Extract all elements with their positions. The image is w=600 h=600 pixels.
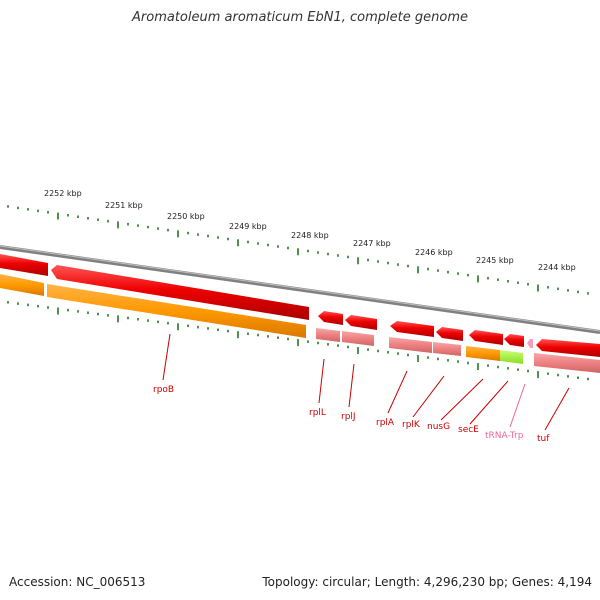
gene-feature-trna-trp[interactable] <box>500 350 523 364</box>
gene-label-rpll[interactable]: rplL <box>309 408 326 418</box>
label-leaders <box>162 333 570 431</box>
leader-line <box>440 378 484 421</box>
gene-feature-rplj[interactable] <box>342 331 374 346</box>
scale-label: 2248 kbp <box>291 231 329 240</box>
gene-feature-nusg[interactable] <box>466 346 500 361</box>
leader-line <box>348 363 355 408</box>
cds-feature-tuf[interactable] <box>536 339 600 357</box>
gene-feature-rpob-left[interactable] <box>0 274 44 296</box>
trna-feature-trp[interactable] <box>527 339 533 348</box>
upper-tick-scale <box>7 205 589 295</box>
cds-feature-rplk[interactable] <box>436 327 463 341</box>
leader-line <box>509 383 526 428</box>
gene-label-nusg[interactable]: nusG <box>427 422 450 432</box>
lower-tick-scale <box>7 301 589 381</box>
leader-line <box>387 370 408 414</box>
map-title: Aromatoleum aromaticum EbN1, complete ge… <box>132 10 468 25</box>
cds-track <box>0 254 600 357</box>
scale-label: 2247 kbp <box>353 239 391 248</box>
gene-label-sece[interactable]: secE <box>458 425 479 435</box>
gene-feature-rpla[interactable] <box>389 337 432 353</box>
cds-feature-nusg[interactable] <box>469 330 503 345</box>
gene-feature-rpll[interactable] <box>316 328 340 342</box>
leader-line <box>318 358 325 404</box>
cds-feature-rpla[interactable] <box>390 321 434 337</box>
gene-label-rplj[interactable]: rplJ <box>341 412 356 422</box>
cds-feature-rplj[interactable] <box>345 315 377 330</box>
leader-line <box>412 375 445 418</box>
genome-backbone <box>0 245 600 334</box>
scale-label: 2249 kbp <box>229 222 267 231</box>
cds-feature-rpob[interactable] <box>51 265 309 320</box>
genome-summary-text: Topology: circular; Length: 4,296,230 bp… <box>262 575 592 589</box>
gene-label-tuf[interactable]: tuf <box>537 434 550 444</box>
cds-feature-rpob-left[interactable] <box>0 254 48 276</box>
scale-labels: 2252 kbp 2251 kbp 2250 kbp 2249 kbp 2248… <box>44 189 576 272</box>
genome-backbone-highlight <box>0 245 600 332</box>
scale-label: 2244 kbp <box>538 263 576 272</box>
gene-label-rpla[interactable]: rplA <box>376 418 395 428</box>
gene-feature-rpob[interactable] <box>47 284 306 338</box>
leader-line <box>544 387 570 431</box>
scale-label: 2251 kbp <box>105 201 143 210</box>
cds-feature-rpll[interactable] <box>318 311 343 325</box>
gene-feature-rplk[interactable] <box>433 342 461 356</box>
cds-feature-sece[interactable] <box>504 334 524 347</box>
leader-line <box>162 333 171 381</box>
leader-line <box>469 380 509 425</box>
scale-label: 2245 kbp <box>476 256 514 265</box>
gene-track <box>0 274 600 373</box>
scale-label: 2250 kbp <box>167 212 205 221</box>
gene-label-trna-trp[interactable]: tRNA-Trp <box>485 431 524 441</box>
scale-label: 2252 kbp <box>44 189 82 198</box>
gene-labels: rpoB rplL rplJ rplA rplK nusG secE tRNA-… <box>153 385 550 444</box>
scale-label: 2246 kbp <box>415 248 453 257</box>
gene-feature-tuf[interactable] <box>534 353 600 373</box>
gene-label-rplk[interactable]: rplK <box>402 420 421 430</box>
accession-text: Accession: NC_006513 <box>9 575 146 589</box>
gene-label-rpob[interactable]: rpoB <box>153 385 174 395</box>
